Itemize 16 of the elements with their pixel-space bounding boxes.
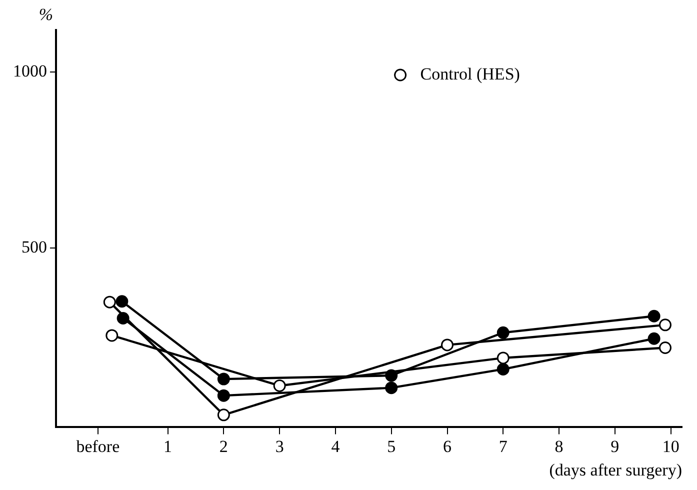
x-tick-label: 1: [164, 436, 172, 456]
y-tick-label: 500: [22, 237, 47, 256]
x-tick-label: 10: [662, 436, 680, 456]
x-tick-label: 5: [387, 436, 396, 456]
legend-label: Control (HES): [420, 64, 520, 84]
x-tick-label: before: [76, 436, 120, 456]
x-axis-title: (days after surgery): [549, 460, 682, 480]
x-tick-label: 4: [331, 436, 340, 456]
y-axis-title: %: [38, 4, 54, 24]
x-tick-label: 3: [275, 436, 284, 456]
x-tick-label: 2: [219, 436, 228, 456]
x-tick-label: 9: [610, 436, 620, 456]
x-tick-label: 7: [498, 436, 508, 456]
y-tick-label: 1000: [13, 62, 47, 81]
x-tick-label: 6: [443, 436, 452, 456]
x-tick-label: 8: [554, 436, 564, 456]
